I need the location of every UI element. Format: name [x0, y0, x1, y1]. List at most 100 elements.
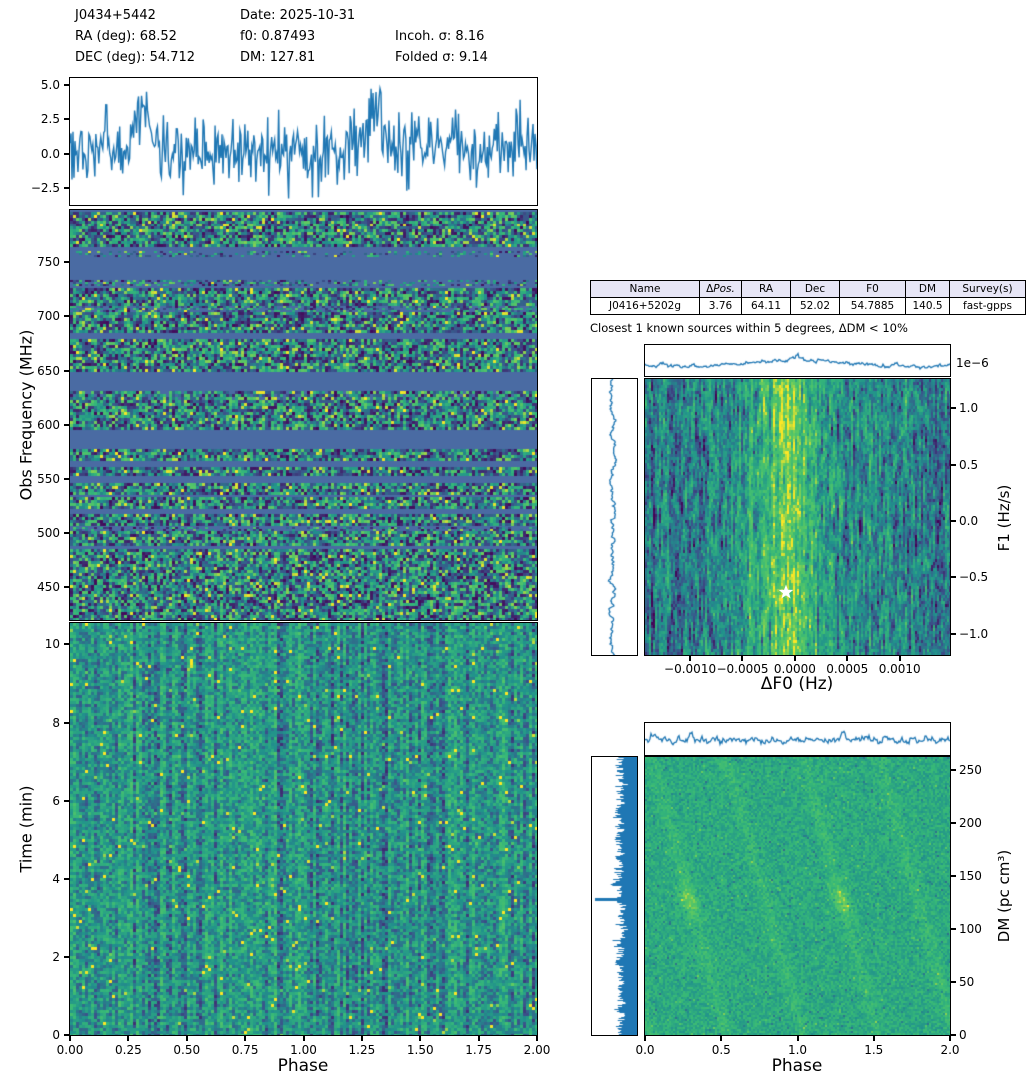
table-cell: 64.11	[741, 297, 791, 315]
tick-mark	[951, 576, 956, 579]
tick-mark	[477, 1036, 480, 1041]
tick-mark	[793, 656, 796, 661]
tick-mark	[64, 315, 69, 318]
table-header-name: Name	[590, 280, 700, 298]
time-ytick: 0	[52, 1028, 60, 1042]
delta-f0-xtick: 0.0000	[773, 662, 816, 676]
delta-f0-xtick: −0.0005	[716, 662, 769, 676]
table-header--pos-: ΔPos.	[699, 280, 742, 298]
phase-axis-label-right: Phase	[771, 1056, 823, 1076]
tick-mark	[951, 874, 956, 877]
time-ytick: 8	[52, 715, 60, 730]
obs-date: Date: 2025-10-31	[240, 8, 356, 23]
candidate-dm: DM: 127.81	[240, 50, 316, 65]
tick-mark	[951, 632, 956, 635]
dm-phase-marginal-plot	[644, 722, 951, 756]
tick-mark	[951, 821, 956, 824]
phase-xtick: 1.75	[465, 1043, 492, 1057]
tick-mark	[64, 477, 69, 480]
table-header-ra: RA	[741, 280, 791, 298]
tick-mark	[951, 463, 956, 466]
freq-ytick: 600	[37, 417, 60, 432]
tick-mark	[64, 721, 69, 724]
table-cell: 3.76	[699, 297, 742, 315]
phase-right-xtick: 0.0	[635, 1043, 655, 1057]
phase-xtick: 1.25	[348, 1043, 376, 1057]
f1-ytick: −0.5	[959, 570, 989, 585]
phase-xtick: 2.00	[523, 1043, 551, 1057]
tick-mark	[644, 1036, 646, 1041]
tick-mark	[951, 980, 956, 983]
table-header-survey-s-: Survey(s)	[949, 280, 1026, 298]
dm-axis-label: DM (pc cm³)	[995, 849, 1013, 943]
tick-mark	[898, 656, 901, 661]
tick-mark	[64, 1034, 69, 1036]
dm-ytick: 100	[959, 921, 982, 936]
phase-xtick: 0.75	[231, 1043, 259, 1057]
tick-mark	[741, 656, 744, 661]
table-cell: 140.5	[905, 297, 950, 315]
table-header-dec: Dec	[790, 280, 840, 298]
profile-ytick: −2.5	[30, 180, 60, 195]
dm-ytick: 150	[959, 868, 982, 883]
known-sources-caption: Closest 1 known sources within 5 degrees…	[590, 321, 908, 335]
tick-mark	[796, 1036, 799, 1041]
time-axis-label: Time (min)	[16, 785, 36, 873]
tick-mark	[64, 586, 69, 589]
table-cell: J0416+5202g	[590, 297, 700, 315]
tick-mark	[951, 927, 956, 930]
freq-ytick: 450	[37, 580, 60, 595]
table-cell: fast-gpps	[949, 297, 1026, 315]
f1-ytick: 1.0	[959, 401, 979, 416]
obs-frequency-axis-label: Obs Frequency (MHz)	[16, 329, 36, 501]
delta-f0-xtick: 0.0005	[826, 662, 869, 676]
dm-ytick: 50	[959, 974, 975, 989]
dm-ytick: 0	[959, 1028, 967, 1042]
dm-ytick: 250	[959, 762, 982, 777]
phase-right-xtick: 1.5	[864, 1043, 884, 1057]
tick-mark	[872, 1036, 875, 1041]
time-ytick: 4	[52, 871, 60, 886]
dm-ytick: 200	[959, 815, 982, 830]
candidate-dec: DEC (deg): 54.712	[75, 50, 196, 65]
tick-mark	[689, 656, 692, 661]
phase-right-xtick: 2.0	[940, 1043, 960, 1057]
tick-mark	[64, 799, 69, 802]
tick-mark	[302, 1036, 305, 1041]
freq-phase-heatmap	[69, 209, 538, 621]
f0f1-heatmap	[644, 378, 951, 656]
f1-marginal-plot	[591, 378, 638, 656]
tick-mark	[64, 186, 69, 189]
profile-ytick: 5.0	[40, 77, 60, 92]
tick-mark	[951, 1034, 956, 1036]
tick-mark	[64, 118, 69, 121]
tick-mark	[64, 423, 69, 426]
tick-mark	[951, 519, 956, 522]
delta-f0-axis-label: ΔF0 (Hz)	[760, 674, 834, 694]
table-header-f0: F0	[839, 280, 906, 298]
tick-mark	[127, 1036, 130, 1041]
time-phase-heatmap	[69, 622, 538, 1036]
dm-curve-marginal-plot	[591, 756, 638, 1036]
tick-mark	[64, 877, 69, 880]
profile-ytick: 2.5	[40, 112, 60, 127]
phase-xtick: 1.00	[290, 1043, 317, 1057]
table-cell: 52.02	[790, 297, 840, 315]
tick-mark	[64, 83, 69, 86]
incoherent-sigma: Incoh. σ: 8.16	[395, 29, 485, 44]
phase-xtick: 1.50	[406, 1043, 434, 1057]
tick-mark	[64, 261, 69, 264]
phase-right-xtick: 1.0	[787, 1043, 808, 1057]
pulse-profile-plot	[69, 77, 538, 206]
phase-xtick: 0.00	[56, 1043, 84, 1057]
tick-mark	[951, 768, 956, 771]
tick-mark	[720, 1036, 723, 1041]
folded-sigma: Folded σ: 9.14	[395, 50, 488, 65]
candidate-id: J0434+5442	[75, 8, 156, 23]
phase-xtick: 0.50	[173, 1043, 201, 1057]
freq-ytick: 650	[37, 363, 60, 378]
candidate-f0: f0: 0.87493	[240, 29, 316, 44]
freq-ytick: 750	[37, 255, 60, 270]
tick-mark	[64, 369, 69, 372]
